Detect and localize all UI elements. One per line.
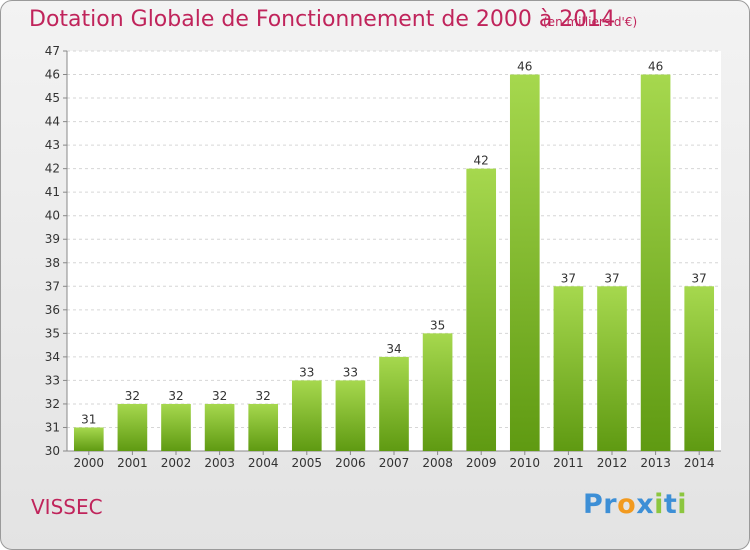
logo-letter: x: [636, 489, 655, 520]
y-tick-label: 30: [45, 444, 60, 458]
x-tick-label-2011: 2011: [553, 456, 584, 470]
y-tick-label: 32: [45, 397, 60, 411]
bar-2012: [597, 286, 627, 451]
y-tick-label: 47: [45, 44, 60, 58]
data-label-2012: 37: [604, 271, 619, 285]
chart-title: Dotation Globale de Fonctionnement de 20…: [29, 7, 616, 32]
logo-letter: t: [663, 489, 678, 520]
y-tick-label: 46: [45, 68, 60, 82]
data-label-2000: 31: [81, 412, 96, 426]
bar-2009: [466, 168, 497, 451]
bar-2002: [161, 403, 191, 451]
logo-letter: o: [617, 489, 637, 520]
data-label-2007: 34: [386, 342, 401, 356]
y-tick-label: 41: [45, 185, 60, 199]
y-tick-label: 38: [45, 256, 60, 270]
x-tick-label-2005: 2005: [292, 456, 323, 470]
bar-2000: [73, 427, 104, 451]
y-tick-label: 36: [45, 303, 60, 317]
x-tick-label-2010: 2010: [510, 456, 541, 470]
y-tick-label: 37: [45, 279, 60, 293]
bar-2013: [640, 74, 671, 451]
x-tick-label-2007: 2007: [379, 456, 410, 470]
y-tick-label: 45: [45, 91, 60, 105]
bar-2004: [248, 403, 279, 451]
bar-2014: [684, 286, 715, 451]
bar-2008: [422, 333, 453, 451]
x-tick-label-2013: 2013: [640, 456, 671, 470]
data-label-2003: 32: [212, 389, 227, 403]
logo-letter: i: [654, 489, 664, 520]
x-tick-label-2000: 2000: [74, 456, 105, 470]
x-tick-label-2008: 2008: [422, 456, 453, 470]
data-label-2008: 35: [430, 318, 445, 332]
bar-2006: [335, 380, 366, 451]
bar-2010: [509, 74, 540, 451]
data-label-2014: 37: [692, 271, 707, 285]
x-tick-label-2002: 2002: [161, 456, 192, 470]
y-tick-label: 42: [45, 162, 60, 176]
data-label-2005: 33: [299, 365, 314, 379]
x-tick-label-2006: 2006: [335, 456, 366, 470]
y-tick-label: 33: [45, 373, 60, 387]
data-label-2006: 33: [343, 365, 358, 379]
bar-2003: [204, 403, 235, 451]
y-tick-label: 40: [45, 209, 60, 223]
y-tick-label: 39: [45, 232, 60, 246]
data-label-2013: 46: [648, 60, 663, 74]
proxiti-logo: Proxiti: [583, 489, 687, 520]
x-tick-label-2012: 2012: [597, 456, 628, 470]
x-tick-label-2009: 2009: [466, 456, 497, 470]
x-tick-label-2014: 2014: [684, 456, 715, 470]
bar-2011: [553, 286, 584, 451]
logo-letter: P: [583, 489, 604, 520]
y-tick-label: 44: [45, 115, 60, 129]
y-tick-label: 43: [45, 138, 60, 152]
data-label-2002: 32: [168, 389, 183, 403]
bar-2005: [291, 380, 322, 451]
x-tick-label-2004: 2004: [248, 456, 279, 470]
data-label-2009: 42: [474, 154, 489, 168]
data-label-2010: 46: [517, 60, 532, 74]
logo-letter: r: [603, 489, 618, 520]
bar-2001: [117, 403, 148, 451]
x-tick-label-2001: 2001: [117, 456, 148, 470]
y-tick-label: 31: [45, 420, 60, 434]
data-label-2004: 32: [256, 389, 271, 403]
x-tick-label-2003: 2003: [204, 456, 235, 470]
y-tick-label: 35: [45, 326, 60, 340]
data-label-2001: 32: [125, 389, 140, 403]
bar-2007: [379, 356, 409, 451]
chart-subtitle: (en milliers d'€): [543, 15, 638, 29]
data-label-2011: 37: [561, 271, 576, 285]
y-tick-label: 34: [45, 350, 60, 364]
logo-letter: i: [677, 489, 688, 520]
commune-name: VISSEC: [31, 495, 103, 519]
